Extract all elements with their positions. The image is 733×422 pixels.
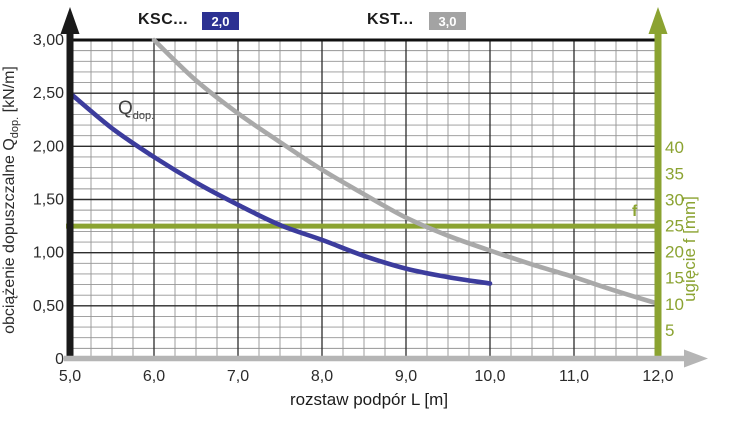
x-tick-label: 10,0 bbox=[474, 368, 505, 385]
x-tick-label: 11,0 bbox=[559, 368, 589, 385]
curve-label-q: Q bbox=[118, 98, 133, 119]
right-tick-label: 20 bbox=[665, 243, 684, 262]
y-axis-title: obciążenie dopuszczalne Qdop. [kN/m] bbox=[1, 30, 27, 370]
x-tick-label: 7,0 bbox=[227, 368, 249, 385]
x-tick-label: 6,0 bbox=[143, 368, 165, 385]
legend-series1-label: KSC... bbox=[138, 11, 189, 28]
y-tick-label: 0 bbox=[55, 351, 64, 368]
x-tick-label: 8,0 bbox=[311, 368, 333, 385]
right-tick-label: 35 bbox=[665, 164, 684, 183]
x-axis-arrow-icon bbox=[684, 349, 708, 368]
legend-series2-badge: 3,0 bbox=[429, 12, 466, 30]
y-tick-label: 1,50 bbox=[33, 192, 64, 209]
legend-series2-label: KST... bbox=[367, 11, 414, 28]
series-curve-1 bbox=[67, 90, 493, 286]
legend-series1-badge: 2,0 bbox=[202, 12, 239, 30]
y-tick-label: 3,00 bbox=[33, 32, 64, 49]
right-tick-label: 10 bbox=[665, 295, 684, 314]
right-tick-label: 40 bbox=[665, 138, 684, 157]
y-axis-title-text: obciążenie dopuszczalne Q bbox=[1, 138, 18, 334]
right-tick-label: 15 bbox=[665, 269, 684, 288]
curve-label-qdop: Qdop. bbox=[118, 98, 154, 122]
y-tick-label: 2,00 bbox=[33, 138, 64, 155]
y-tick-label: 2,50 bbox=[33, 85, 64, 102]
x-tick-label: 9,0 bbox=[395, 368, 417, 385]
right-axis-arrow-icon bbox=[648, 7, 668, 34]
series-curve-2 bbox=[151, 37, 661, 306]
right-tick-label: 25 bbox=[665, 217, 684, 236]
x-tick-label: 12,0 bbox=[642, 368, 673, 385]
y-axis-title-subscript: dop. bbox=[9, 116, 22, 139]
y-axis-title-unit: [kN/m] bbox=[1, 66, 18, 117]
curve-label-sub: dop. bbox=[132, 109, 155, 122]
right-tick-label: 5 bbox=[665, 321, 674, 340]
y-tick-label: 1,00 bbox=[33, 245, 64, 262]
x-axis-title: rozstaw podpór L [m] bbox=[289, 390, 449, 409]
f-line-label: f bbox=[632, 203, 638, 220]
left-axis-arrow-icon bbox=[60, 7, 80, 34]
x-tick-label: 5,0 bbox=[59, 368, 81, 385]
right-tick-label: 30 bbox=[665, 190, 684, 209]
y-tick-label: 0,50 bbox=[33, 298, 64, 315]
right-axis-title: ugięcie f [mm] bbox=[680, 196, 699, 302]
